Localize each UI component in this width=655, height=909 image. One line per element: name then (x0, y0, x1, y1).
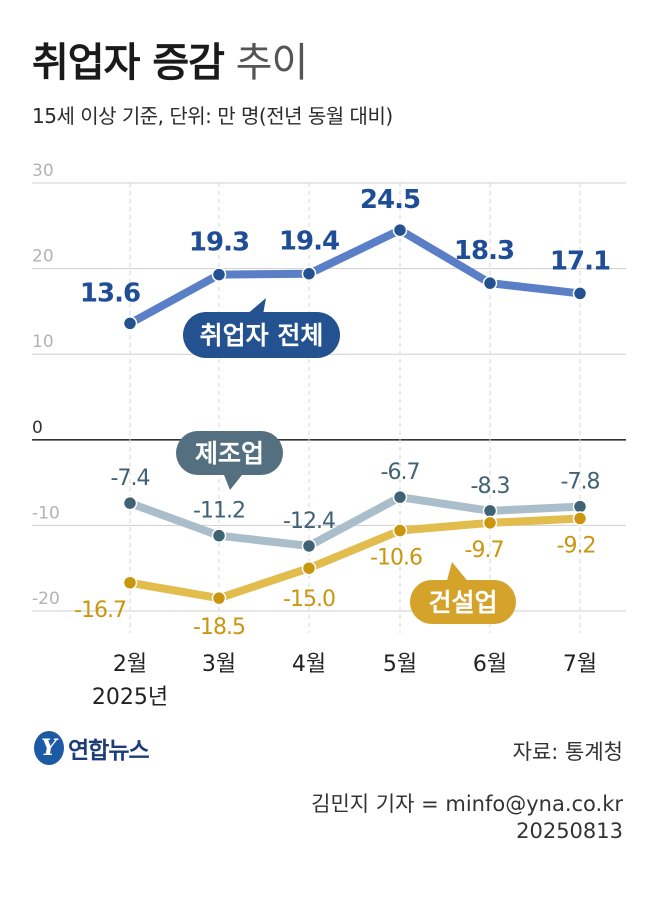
credit-date: 20250813 (516, 819, 623, 843)
series-line (126, 493, 584, 550)
x-tick-label: 6월 (473, 652, 507, 677)
series-tag-construction: 건설업 (410, 562, 516, 624)
yonhap-logo: Y 연합뉴스 (34, 728, 150, 768)
series-tag-pointer (446, 562, 470, 584)
data-label: -6.7 (381, 460, 420, 485)
data-label: -10.6 (370, 546, 422, 571)
x-tick-label: 2월 (113, 652, 147, 677)
data-point (122, 316, 138, 331)
x-tick-label: 3월 (202, 652, 236, 677)
series-tag-box (176, 431, 283, 475)
data-point (301, 560, 317, 576)
yonhap-logo-icon: Y (34, 731, 64, 765)
series-tag-box (410, 580, 516, 624)
data-point (572, 499, 588, 514)
series-line (126, 514, 584, 603)
x-tick-label: 5월 (383, 652, 417, 677)
data-label: 17.1 (550, 246, 610, 276)
data-point (392, 523, 408, 538)
series-tag-total: 취업자 전체 (183, 298, 340, 358)
data-point (301, 266, 317, 281)
data-label: -18.5 (193, 615, 245, 640)
title-light: 추이 (235, 40, 309, 86)
credit-note: 김민지 기자 = minfo@yna.co.kr 20250813 (311, 791, 623, 845)
data-label: -16.7 (74, 598, 126, 623)
series-tag-box (183, 312, 340, 358)
data-label: -8.3 (471, 474, 510, 499)
data-label: 19.4 (279, 227, 339, 257)
y-tick-label: -10 (32, 503, 60, 523)
data-point (392, 489, 408, 505)
series-tag-manufacturing: 제조업 (176, 431, 283, 490)
series-tag-label: 제조업 (195, 439, 264, 468)
data-label: -7.8 (561, 470, 600, 495)
data-label: -15.0 (283, 587, 335, 612)
data-point (482, 275, 498, 291)
data-label: -7.4 (111, 466, 150, 491)
data-point (211, 267, 227, 282)
data-label: 13.6 (80, 278, 140, 308)
y-tick-label: 10 (32, 332, 54, 352)
data-point (301, 538, 317, 554)
source-note: 자료: 통계청 (512, 740, 623, 764)
yonhap-logo-text: 연합뉴스 (68, 738, 150, 764)
data-label: 18.3 (454, 236, 514, 266)
data-label: 24.5 (360, 185, 420, 215)
x-tick-label: 4월 (292, 652, 326, 677)
chart-subtitle: 15세 이상 기준, 단위: 만 명(전년 동월 대비) (32, 104, 393, 128)
data-point (211, 528, 227, 543)
data-point (122, 575, 138, 591)
chart-title: 취업자 증감 추이 (32, 30, 309, 88)
data-point (392, 222, 408, 238)
x-year-label: 2025년 (92, 685, 168, 710)
series-tag-label: 건설업 (428, 588, 497, 617)
data-point (572, 286, 588, 301)
series-line (126, 226, 584, 328)
series-tag-pointer (245, 298, 266, 320)
data-point (572, 511, 588, 526)
title-bold: 취업자 증감 (32, 40, 225, 86)
series-tag-pointer (222, 470, 246, 490)
y-tick-label: 0 (32, 418, 43, 438)
data-label: -11.2 (193, 499, 245, 524)
data-point (211, 590, 227, 606)
data-point (482, 515, 498, 531)
data-point (122, 495, 138, 511)
data-point (482, 503, 498, 519)
credit-reporter: 김민지 기자 = minfo@yna.co.kr (311, 792, 623, 816)
data-label: -9.7 (465, 538, 504, 563)
y-tick-label: 30 (32, 161, 54, 181)
series-tag-label: 취업자 전체 (200, 321, 324, 350)
data-label: 19.3 (189, 228, 249, 258)
y-tick-label: -20 (32, 589, 60, 609)
data-label: -12.4 (283, 509, 335, 534)
data-label: -9.2 (557, 534, 596, 559)
y-tick-label: 20 (32, 247, 54, 267)
x-tick-label: 7월 (563, 652, 597, 677)
